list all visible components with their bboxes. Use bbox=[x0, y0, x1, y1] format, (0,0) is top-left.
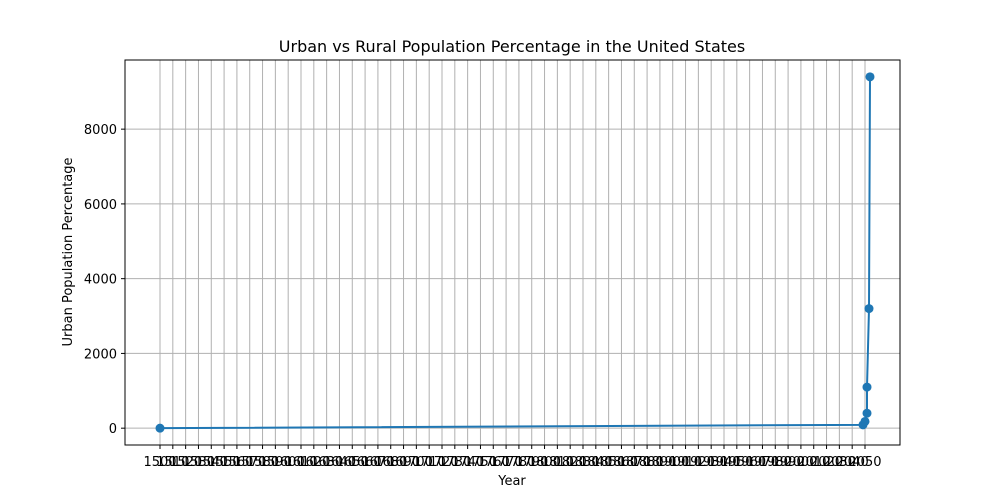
x-tick-label: 1850 bbox=[592, 455, 625, 470]
x-tick-label: 1640 bbox=[323, 455, 356, 470]
x-tick-label: 1820 bbox=[554, 455, 587, 470]
data-point bbox=[864, 304, 874, 314]
x-tick-label: 1730 bbox=[438, 455, 471, 470]
x-tick-label: 1860 bbox=[605, 455, 638, 470]
x-tick-label: 1520 bbox=[169, 455, 202, 470]
x-tick-label: 2000 bbox=[784, 455, 817, 470]
x-axis-label: Year bbox=[497, 474, 526, 489]
x-tick-label: 1670 bbox=[361, 455, 394, 470]
x-tick-label: 1900 bbox=[656, 455, 689, 470]
x-tick-label: 1870 bbox=[618, 455, 651, 470]
x-tick-label: 1830 bbox=[566, 455, 599, 470]
x-tick-label: 1510 bbox=[156, 455, 189, 470]
x-tick-label: 1690 bbox=[387, 455, 420, 470]
x-tick-label: 1910 bbox=[669, 455, 702, 470]
data-point bbox=[865, 72, 875, 82]
x-tick-label: 1780 bbox=[502, 455, 535, 470]
chart-title: Urban vs Rural Population Percentage in … bbox=[279, 37, 745, 56]
x-tick-label: 2020 bbox=[810, 455, 843, 470]
x-tick-label: 1840 bbox=[579, 455, 612, 470]
x-tick-label: 1810 bbox=[541, 455, 574, 470]
x-tick-label: 1990 bbox=[772, 455, 805, 470]
x-tick-label: 1800 bbox=[528, 455, 561, 470]
x-tick-label: 1570 bbox=[233, 455, 266, 470]
x-tick-label: 1630 bbox=[310, 455, 343, 470]
x-tick-label: 1610 bbox=[284, 455, 317, 470]
x-tick-label: 1600 bbox=[272, 455, 305, 470]
x-tick-label: 2040 bbox=[836, 455, 869, 470]
x-tick-label: 1560 bbox=[220, 455, 253, 470]
x-tick-label: 1940 bbox=[707, 455, 740, 470]
x-tick-label: 1790 bbox=[515, 455, 548, 470]
x-tick-label: 1980 bbox=[759, 455, 792, 470]
x-tick-label: 1660 bbox=[349, 455, 382, 470]
x-tick-label: 1750 bbox=[464, 455, 497, 470]
x-tick-label: 1930 bbox=[695, 455, 728, 470]
x-tick-label: 2050 bbox=[848, 455, 881, 470]
y-tick-label: 6000 bbox=[84, 198, 117, 213]
x-tick-label: 1680 bbox=[374, 455, 407, 470]
x-tick-label: 1970 bbox=[746, 455, 779, 470]
data-point bbox=[860, 416, 870, 426]
x-tick-label: 1650 bbox=[336, 455, 369, 470]
x-tick-label: 1950 bbox=[720, 455, 753, 470]
x-tick-label: 1960 bbox=[733, 455, 766, 470]
y-tick-label: 4000 bbox=[84, 273, 117, 288]
x-tick-label: 1770 bbox=[490, 455, 523, 470]
y-tick-label: 0 bbox=[109, 422, 117, 437]
data-point bbox=[862, 382, 872, 392]
y-tick-label: 8000 bbox=[84, 123, 117, 138]
y-axis-label: Urban Population Percentage bbox=[61, 157, 76, 346]
y-tick-label: 2000 bbox=[84, 347, 117, 362]
x-tick-label: 1890 bbox=[643, 455, 676, 470]
x-tick-label: 2010 bbox=[797, 455, 830, 470]
x-axis-ticks: 1500151015201530154015501560157015801590… bbox=[143, 445, 882, 470]
x-tick-label: 1880 bbox=[631, 455, 664, 470]
x-tick-label: 2030 bbox=[823, 455, 856, 470]
plot-frame bbox=[124, 59, 901, 446]
data-point bbox=[862, 408, 872, 418]
x-tick-label: 1580 bbox=[246, 455, 279, 470]
x-tick-label: 1760 bbox=[477, 455, 510, 470]
x-tick-label: 1720 bbox=[425, 455, 458, 470]
grid bbox=[125, 60, 900, 445]
x-tick-label: 1920 bbox=[682, 455, 715, 470]
x-tick-label: 1540 bbox=[195, 455, 228, 470]
x-tick-label: 1740 bbox=[451, 455, 484, 470]
x-tick-label: 1700 bbox=[400, 455, 433, 470]
x-tick-label: 1550 bbox=[208, 455, 241, 470]
x-tick-label: 1530 bbox=[182, 455, 215, 470]
x-tick-label: 1590 bbox=[259, 455, 292, 470]
x-tick-label: 1710 bbox=[413, 455, 446, 470]
data-series bbox=[155, 72, 875, 433]
x-tick-label: 1620 bbox=[297, 455, 330, 470]
x-tick-label: 1500 bbox=[143, 455, 176, 470]
data-point bbox=[155, 423, 165, 433]
y-axis-ticks: 0 2000 4000 6000 8000 bbox=[84, 123, 125, 437]
